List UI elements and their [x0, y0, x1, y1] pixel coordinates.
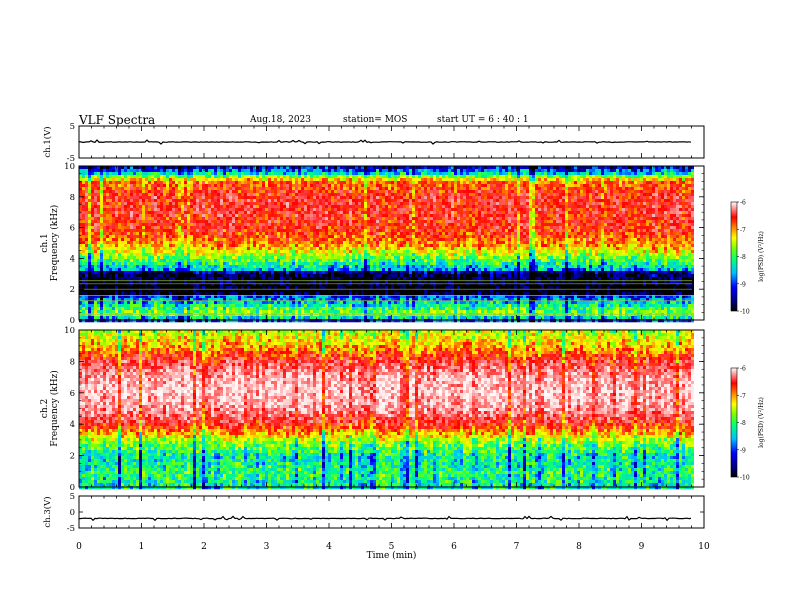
ch2-spectrogram-colorbar-tick-label: -7 — [740, 393, 746, 400]
ch2-spectrogram-y-axis-label: Frequency (kHz) — [49, 370, 60, 447]
ch1-spectrogram-y-tick-label: 6 — [70, 224, 75, 234]
ch2-spectrogram-y-tick-label: 8 — [70, 357, 75, 367]
ch1-spectrogram-y-tick-label: 8 — [70, 193, 75, 203]
ch1-spectrogram-colorbar-tick-label: -9 — [740, 281, 746, 288]
ch2-spectrogram-colorbar-tick-label: -8 — [740, 420, 746, 427]
station-label: station= MOS — [343, 115, 407, 125]
ch1-waveform-y-tick-label: 5 — [70, 122, 75, 132]
ch2-spectrogram-channel-label: ch.2 — [40, 399, 50, 418]
ch1-waveform-y-axis-label: ch.1(V) — [42, 126, 53, 157]
x-tick-label: 10 — [698, 542, 710, 552]
x-tick-label: 9 — [639, 542, 645, 552]
start-time-label: start UT = 6 : 40 : 1 — [437, 115, 529, 125]
ch3-waveform-y-axis-label: ch.3(V) — [42, 496, 53, 527]
ch3-waveform-trace — [78, 515, 692, 522]
ch1-waveform-y-tick-label: -5 — [67, 154, 75, 164]
ch2-spectrogram-colorbar — [730, 367, 738, 478]
ch2-spectrogram-y-tick-label: 10 — [64, 326, 75, 336]
x-axis-label: Time (min) — [367, 550, 417, 561]
ch1-spectrogram-colorbar-tick-label: -8 — [740, 254, 746, 261]
ch1-spectrogram-y-tick-label: 0 — [70, 316, 75, 326]
ch2-spectrogram-y-tick-label: 4 — [70, 420, 75, 430]
ch1-spectrogram-colorbar-tick-label: -6 — [740, 200, 746, 207]
ch2-spectrogram-y-tick-label: 6 — [70, 389, 75, 399]
ch1-spectrogram-colorbar-tick-label: -7 — [740, 227, 746, 234]
x-tick-label: 5 — [389, 542, 395, 552]
x-tick-label: 2 — [201, 542, 207, 552]
ch2-spectrogram-colorbar-tick-label: -10 — [740, 475, 750, 482]
x-tick-label: 3 — [264, 542, 270, 552]
x-tick-label: 4 — [326, 542, 332, 552]
ch1-spectrogram-image — [79, 166, 694, 323]
x-tick-label: 8 — [576, 542, 582, 552]
ch1-spectrogram-y-tick-label: 4 — [70, 254, 75, 264]
ch3-waveform-y-tick-label: -5 — [67, 524, 75, 534]
ch1-waveform-trace — [78, 139, 692, 145]
ch2-spectrogram-image — [79, 330, 694, 490]
ch1-spectrogram-y-axis-label: Frequency (kHz) — [49, 205, 60, 282]
ch1-spectrogram-colorbar-label: log(PSD) (V²/Hz) — [758, 231, 765, 282]
ch1-spectrogram-y-tick-label: 10 — [64, 162, 75, 172]
x-tick-label: 1 — [139, 542, 145, 552]
ch2-spectrogram-y-tick-label: 2 — [70, 452, 75, 462]
ch1-spectrogram-colorbar-tick-label: -10 — [740, 309, 750, 316]
ch1-spectrogram-y-tick-label: 2 — [70, 285, 75, 295]
ch1-spectrogram-channel-label: ch.1 — [40, 233, 50, 252]
ch2-spectrogram-y-tick-label: 0 — [70, 483, 75, 493]
ch3-waveform-y-tick-label: 5 — [70, 492, 75, 502]
x-tick-label: 6 — [451, 542, 457, 552]
date-label: Aug.18, 2023 — [250, 115, 311, 125]
figure-title: VLF Spectra — [79, 113, 155, 127]
ch2-spectrogram-colorbar-tick-label: -9 — [740, 447, 746, 454]
x-tick-label: 7 — [514, 542, 520, 552]
x-tick-label: 0 — [76, 542, 82, 552]
ch2-spectrogram-colorbar-label: log(PSD) (V²/Hz) — [758, 397, 765, 448]
ch2-spectrogram-colorbar-tick-label: -6 — [740, 366, 746, 373]
ch1-spectrogram-colorbar — [730, 201, 738, 312]
ch3-waveform-y-tick-label: 0 — [70, 508, 75, 518]
